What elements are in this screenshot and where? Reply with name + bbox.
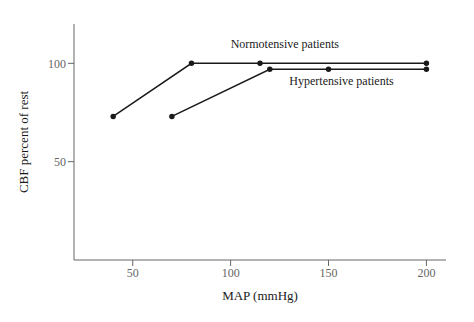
svg-text:MAP (mmHg): MAP (mmHg)	[222, 288, 298, 303]
svg-text:Hypertensive patients: Hypertensive patients	[289, 74, 394, 88]
svg-text:50: 50	[54, 155, 66, 169]
svg-text:100: 100	[48, 57, 66, 71]
svg-text:CBF percent of rest: CBF percent of rest	[16, 91, 31, 194]
svg-text:150: 150	[320, 266, 338, 280]
svg-text:50: 50	[127, 266, 139, 280]
svg-text:200: 200	[417, 266, 435, 280]
svg-text:Normotensive patients: Normotensive patients	[231, 37, 340, 51]
svg-text:100: 100	[222, 266, 240, 280]
